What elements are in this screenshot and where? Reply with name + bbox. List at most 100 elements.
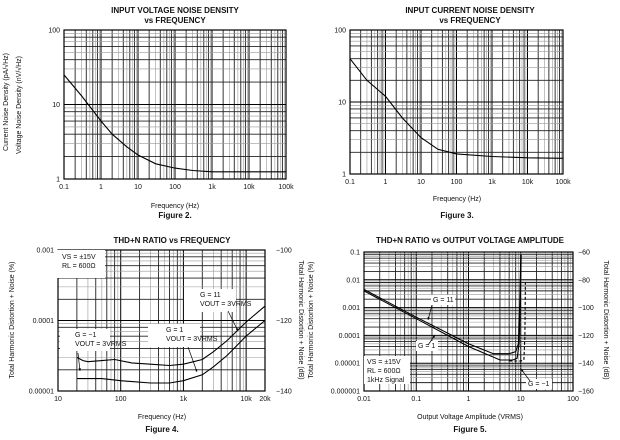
y-tick-label-right: −100	[578, 305, 594, 312]
annotation-text: RL = 600Ω	[62, 263, 96, 270]
plot-frame	[363, 251, 574, 392]
y-tick-label: 1	[342, 172, 346, 179]
chart-1	[63, 29, 287, 180]
y-axis-label: Total Harmonic Distortion + Noise (%)	[9, 262, 16, 379]
x-tick-label: 1k	[180, 396, 188, 403]
grid	[349, 29, 564, 175]
arrowhead-icon	[427, 317, 430, 320]
x-axis-label: Frequency (Hz)	[151, 203, 199, 210]
x-tick-label: 10	[417, 179, 425, 186]
chart-title: THD+N RATIO vs FREQUENCY	[114, 236, 232, 245]
y-tick-label-right: −160	[578, 389, 594, 396]
grid	[363, 251, 574, 392]
y-tick-label: 0.001	[36, 248, 54, 255]
annotation-box	[60, 329, 110, 351]
series-line-1	[349, 58, 564, 159]
plot-frame	[349, 29, 564, 175]
y-tick-label: 10	[52, 102, 60, 109]
annotation-box	[148, 324, 200, 347]
x-tick-label: 100	[115, 396, 127, 403]
series-line-1	[76, 305, 266, 367]
annotation-arrow	[227, 310, 239, 332]
y-tick-label-right: −60	[578, 250, 590, 257]
figure-caption: Figure 5.	[453, 425, 486, 434]
annotation-box	[431, 295, 455, 305]
x-tick-label: 0.1	[59, 184, 69, 191]
annotation-arrow	[77, 352, 81, 372]
x-tick-label: 100	[169, 184, 181, 191]
annotation-text: VS = ±15V	[62, 254, 96, 261]
figure-caption: Figure 4.	[145, 425, 178, 434]
y-tick-label: 0.01	[346, 277, 360, 284]
chart-4	[363, 251, 574, 392]
annotation-text: 1kHz Signal	[367, 377, 405, 384]
y-tick-label-right: −120	[276, 318, 292, 325]
annotation-text: VOUT = 3VRMS	[75, 341, 127, 348]
x-axis-label: Frequency (Hz)	[433, 196, 481, 203]
x-tick-label: 100	[567, 396, 579, 403]
series-line-2	[76, 320, 266, 384]
y-tick-label: 10	[338, 100, 346, 107]
x-tick-label: 0.1	[345, 179, 355, 186]
annotation-box	[57, 250, 105, 278]
annotation-box	[364, 356, 410, 384]
y-tick-label: 0.0001	[33, 318, 55, 325]
x-tick-label: 10	[54, 396, 62, 403]
y-tick-label-right: −100	[276, 248, 292, 255]
annotation-text: G = −1	[528, 381, 550, 388]
x-tick-label: 10k	[243, 184, 255, 191]
chart-2	[349, 29, 564, 175]
annotation-text: G = 11	[433, 297, 454, 304]
annotation-text: VOUT = 3VRMS	[166, 336, 218, 343]
y-tick-label: 0.00001	[29, 389, 54, 396]
annotation-text: G = 11	[200, 292, 221, 299]
annotation-text: G = 1	[418, 343, 435, 350]
chart-3	[57, 249, 266, 392]
annotation-box	[184, 289, 236, 312]
chart-title: vs FREQUENCY	[439, 16, 501, 25]
x-axis-label: Output Voltage Amplitude (VRMS)	[417, 414, 523, 421]
annotation-box	[526, 379, 552, 389]
y-tick-label: 0.000001	[331, 389, 360, 396]
arrowhead-icon	[78, 368, 81, 371]
annotation-text: VS = ±15V	[367, 359, 401, 366]
y-tick-label: 0.001	[342, 305, 360, 312]
x-tick-label: 1k	[208, 184, 216, 191]
series-line-1	[63, 74, 286, 173]
series-line-3	[509, 282, 526, 362]
arrowhead-icon	[235, 328, 238, 331]
y-tick-label-right: −140	[276, 389, 292, 396]
y-tick-label-right: −120	[578, 333, 594, 340]
annotation-text: VOUT = 3VRMS	[200, 301, 252, 308]
annotation-arrow	[187, 346, 198, 373]
plot-frame	[63, 29, 287, 180]
grid	[63, 29, 287, 180]
y-tick-label: 0.00001	[335, 361, 360, 368]
annotation-text: G = −1	[75, 332, 97, 339]
figure-caption: Figure 3.	[440, 211, 473, 220]
chart-title: vs FREQUENCY	[144, 16, 206, 25]
y-tick-label: 100	[334, 28, 346, 35]
y-tick-label: 0.0001	[339, 333, 361, 340]
x-tick-label: 10k	[240, 396, 252, 403]
x-tick-label: 0.1	[411, 396, 421, 403]
y-tick-label-right: −140	[578, 361, 594, 368]
x-tick-label: 1k	[488, 179, 496, 186]
x-tick-label: 10	[517, 396, 525, 403]
x-tick-label: 10k	[522, 179, 534, 186]
y-axis-label: Total Harmonic Distortion + Noise (%)	[308, 262, 315, 379]
chart-title: THD+N RATIO vs OUTPUT VOLTAGE AMPLITUDE	[376, 236, 565, 245]
x-tick-label: 1	[99, 184, 103, 191]
y-axis-label: Voltage Noise Density (nV/√Hz)	[15, 56, 23, 154]
arrowhead-icon	[194, 369, 198, 372]
y-tick-label-right: −80	[578, 277, 590, 284]
x-tick-label: 10	[134, 184, 142, 191]
figure-caption: Figure 2.	[158, 211, 191, 220]
arrowhead-icon	[521, 369, 524, 372]
y-tick-label: 0.1	[350, 250, 360, 257]
annotation-box	[416, 341, 438, 351]
annotation-text: RL = 600Ω	[367, 368, 401, 375]
y-axis-label-right: Total Harmonic Distortion + Noise (dB)	[297, 260, 304, 379]
